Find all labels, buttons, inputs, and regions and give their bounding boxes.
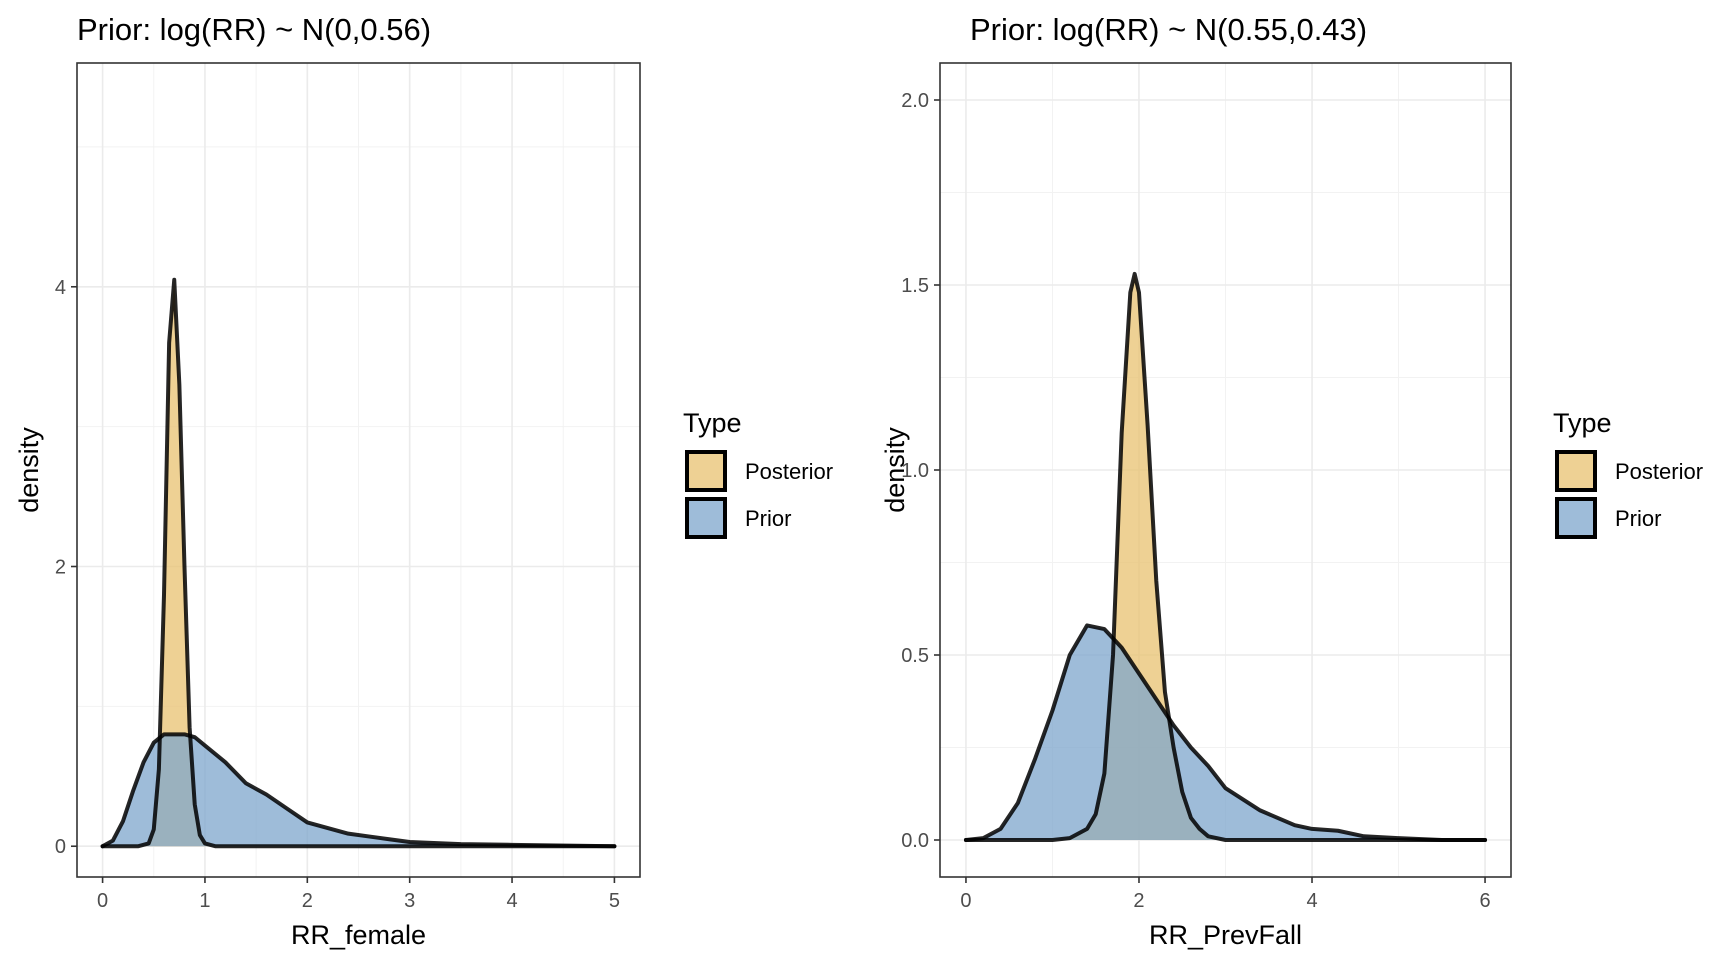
density-area-prior bbox=[102, 734, 615, 847]
density-line-prior bbox=[100, 732, 617, 849]
legend-label-posterior: Posterior bbox=[1615, 459, 1703, 484]
y-tick-label: 2 bbox=[55, 557, 66, 579]
y-tick-label: 2.0 bbox=[901, 90, 929, 112]
legend-title: Type bbox=[683, 408, 742, 438]
chart-panel-right: 0 2 4 6 0.0 0.5 1.0 1.5 2.0 Prior: log(RR) ~ N(0.… bbox=[880, 12, 1703, 950]
x-tick-label: 6 bbox=[1479, 890, 1490, 912]
y-axis-title: density bbox=[14, 427, 44, 513]
legend-key-posterior bbox=[685, 450, 727, 492]
x-axis-title: RR_female bbox=[291, 920, 426, 950]
y-tick-label: 0.5 bbox=[901, 645, 929, 667]
x-tick-label: 2 bbox=[1133, 890, 1144, 912]
x-tick-label: 0 bbox=[960, 890, 971, 912]
y-tick-label: 1.0 bbox=[901, 460, 929, 482]
legend-key-prior bbox=[685, 497, 727, 539]
x-tick-label: 5 bbox=[609, 890, 620, 912]
x-axis-title: RR_PrevFall bbox=[1149, 920, 1302, 950]
y-tick-label: 1.5 bbox=[901, 275, 929, 297]
y-tick-label: 0.0 bbox=[901, 830, 929, 852]
chart-title: Prior: log(RR) ~ N(0.55,0.43) bbox=[970, 12, 1367, 47]
legend-label-prior: Prior bbox=[1615, 506, 1661, 531]
legend-title: Type bbox=[1553, 408, 1612, 438]
legend-label-posterior: Posterior bbox=[745, 459, 833, 484]
density-line-posterior bbox=[100, 277, 617, 849]
x-tick-label: 4 bbox=[506, 890, 517, 912]
x-tick-label: 0 bbox=[97, 890, 108, 912]
legend-key-prior bbox=[1555, 497, 1597, 539]
plot-border bbox=[76, 62, 641, 878]
density-line-prior bbox=[963, 623, 1488, 842]
chart-title: Prior: log(RR) ~ N(0,0.56) bbox=[77, 12, 431, 47]
legend-label-prior: Prior bbox=[745, 506, 791, 531]
density-area-prior bbox=[965, 625, 1486, 840]
legend-key-posterior bbox=[1555, 450, 1597, 492]
x-tick-label: 2 bbox=[302, 890, 313, 912]
y-axis-title: density bbox=[880, 427, 910, 513]
density-line-posterior bbox=[963, 271, 1488, 842]
x-tick-label: 1 bbox=[199, 890, 210, 912]
y-tick-label: 0 bbox=[55, 836, 66, 858]
y-tick-label: 4 bbox=[55, 277, 66, 299]
x-tick-label: 4 bbox=[1306, 890, 1317, 912]
chart-panel-left: 0 1 2 3 4 5 0 2 4 Prior: log(RR) ~ N(0,0.56) RR_fe… bbox=[14, 12, 833, 950]
x-tick-label: 3 bbox=[404, 890, 415, 912]
